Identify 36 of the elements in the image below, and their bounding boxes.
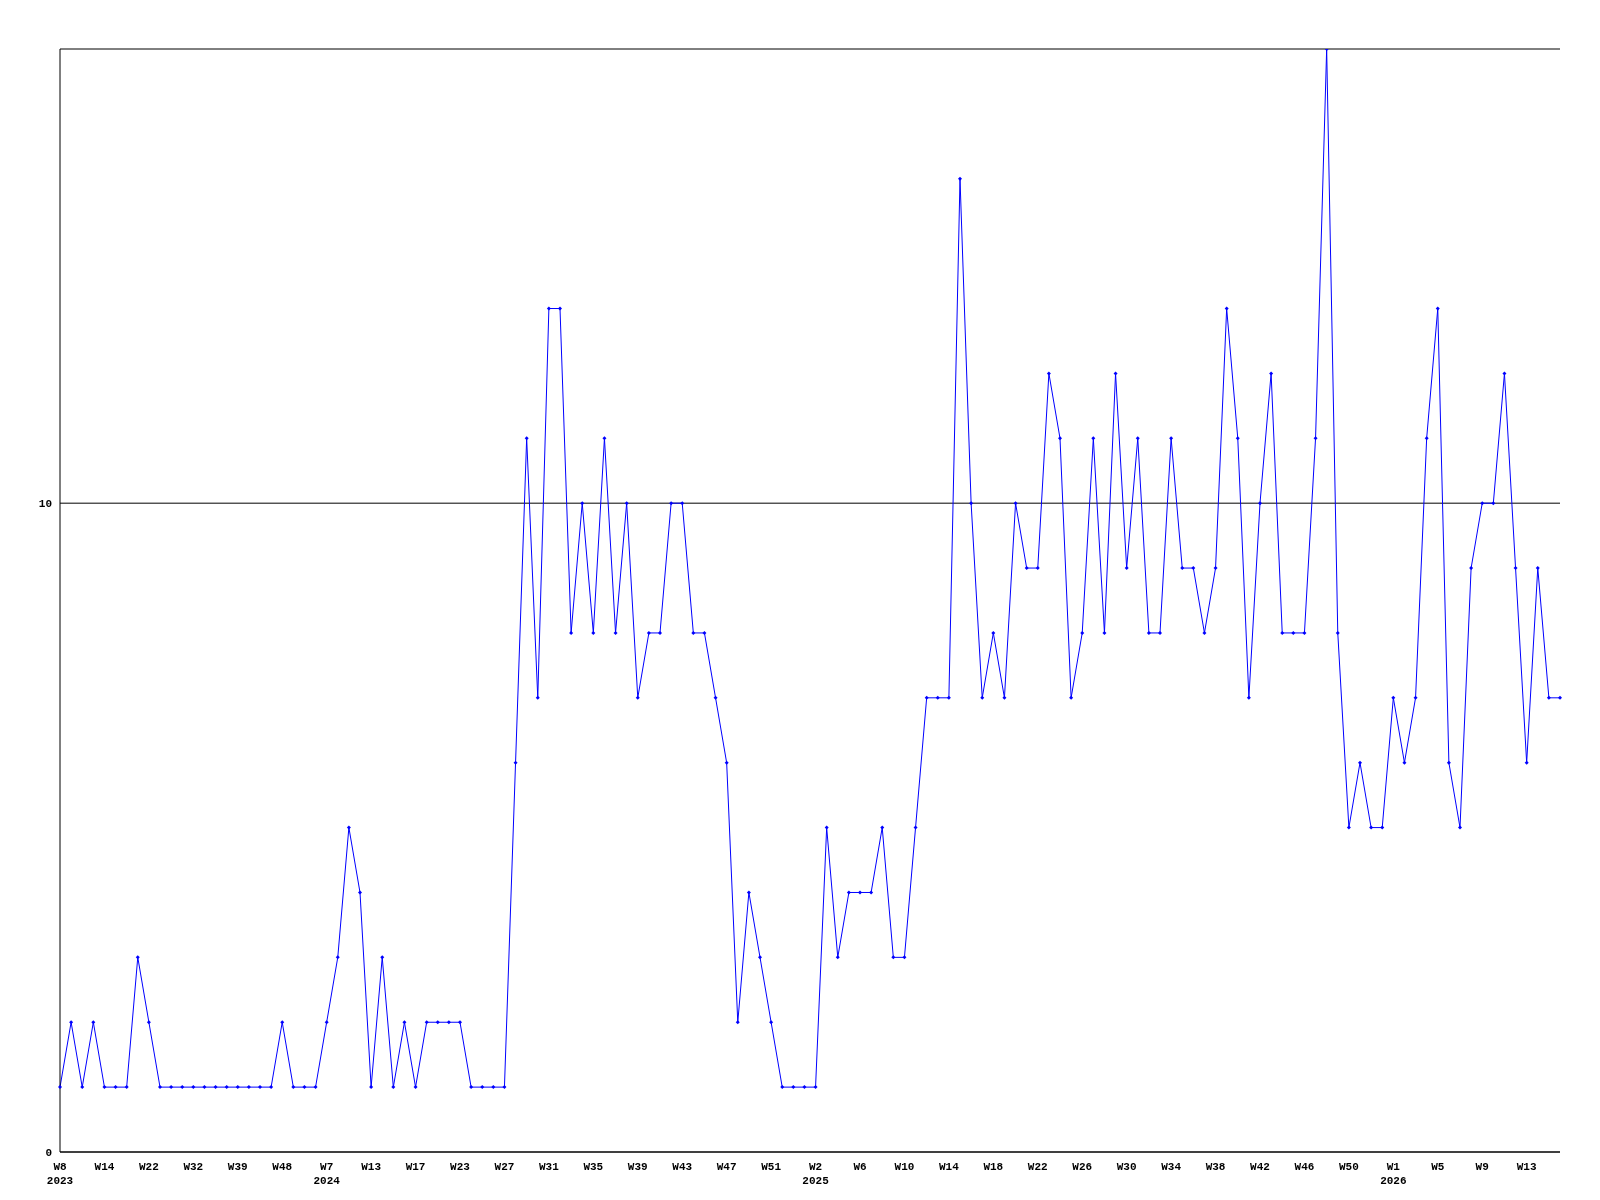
x-tick-label: W1 2026 [1380, 1161, 1407, 1187]
x-tick-label: W34 [1161, 1161, 1182, 1173]
x-tick-label: W50 [1338, 1161, 1359, 1173]
x-tick-label: W22 [138, 1161, 159, 1173]
x-tick-label: W30 [1116, 1161, 1137, 1173]
x-tick-label: W27 [494, 1161, 515, 1173]
x-tick-label: W43 [672, 1161, 693, 1173]
x-tick-label: W46 [1294, 1161, 1315, 1173]
x-tick-label: W13 [361, 1161, 382, 1173]
x-tick-label: W39 [627, 1161, 648, 1173]
x-tick-label: W47 [716, 1161, 737, 1173]
x-tick-label: W17 [405, 1161, 426, 1173]
x-tick-label: W18 [983, 1161, 1004, 1173]
x-tick-label: W13 [1516, 1161, 1537, 1173]
x-tick-label: W9 [1475, 1161, 1489, 1173]
x-tick-label: W22 [1027, 1161, 1048, 1173]
x-tick-label: W31 [538, 1161, 560, 1173]
x-tick-label: W26 [1072, 1161, 1093, 1173]
x-tick-label: W14 [938, 1161, 960, 1173]
x-tick-label: W10 [894, 1161, 915, 1173]
x-tick-label: W32 [183, 1161, 204, 1173]
x-tick-label: W5 [1431, 1161, 1445, 1173]
x-tick-label: W39 [227, 1161, 248, 1173]
x-tick-label: W2 2025 [802, 1161, 830, 1187]
y-tick-label: 0 [45, 1146, 52, 1159]
x-tick-label: W35 [583, 1161, 604, 1173]
x-tick-label: W8 2023 [46, 1161, 74, 1187]
x-tick-label: W6 [853, 1161, 867, 1173]
x-tick-label: W7 2024 [313, 1161, 341, 1187]
x-tick-label: W51 [761, 1161, 782, 1173]
x-tick-label: W23 [450, 1161, 471, 1173]
x-tick-label: W38 [1205, 1161, 1226, 1173]
x-tick-label: W48 [272, 1161, 293, 1173]
y-tick-label: 10 [38, 498, 52, 511]
x-tick-label: W14 [94, 1161, 115, 1173]
x-tick-label: W42 [1250, 1161, 1270, 1173]
